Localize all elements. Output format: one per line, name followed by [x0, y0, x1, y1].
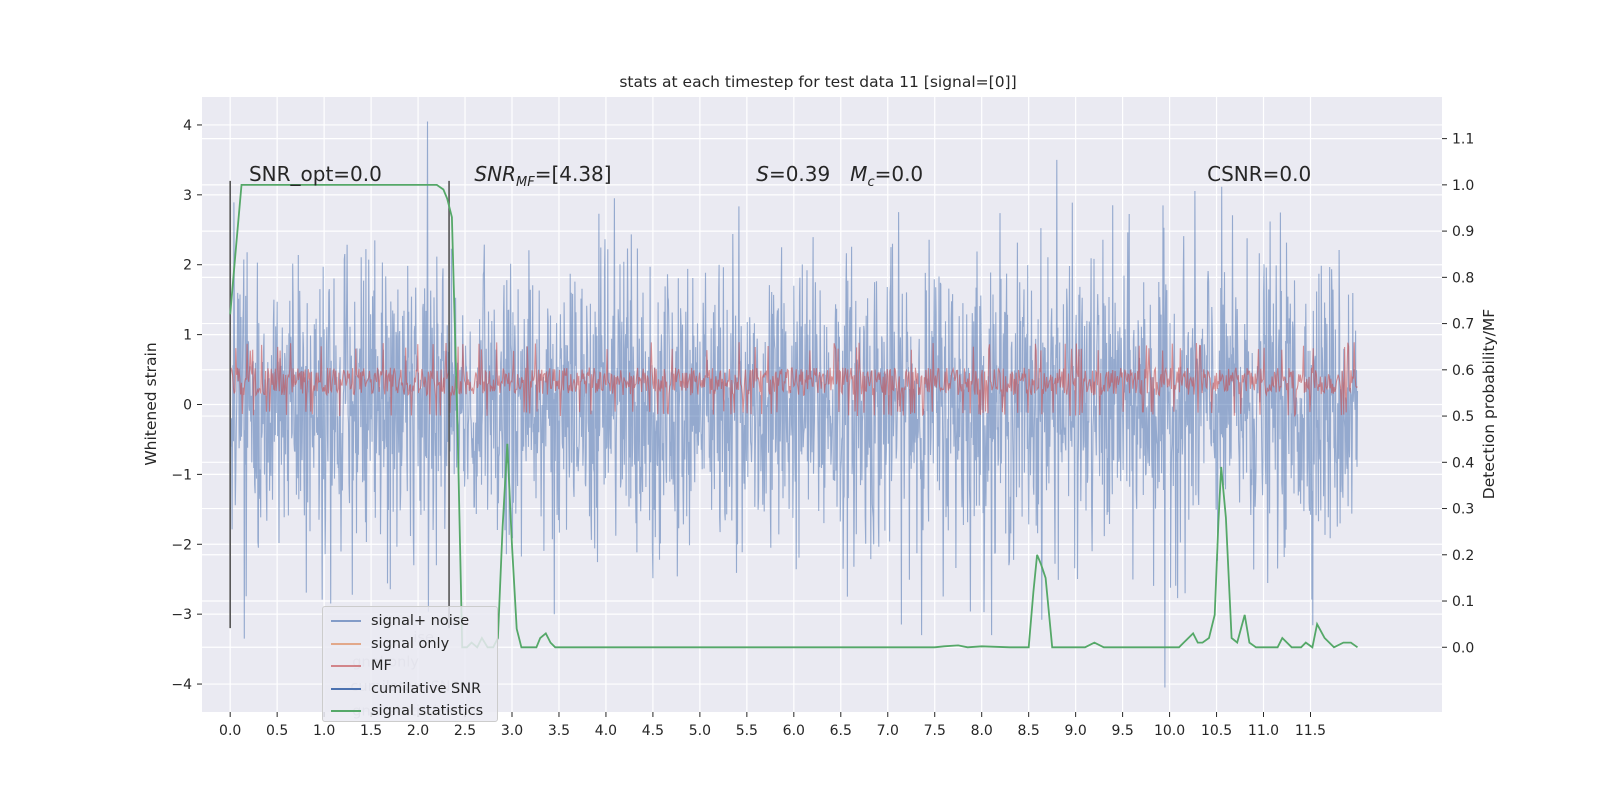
x-tick-label: 8.5: [1018, 723, 1040, 739]
y2-tick-label: 0.6: [1452, 363, 1474, 379]
y-axis-ticks: −4 −3 −2 −1 0 1 2 3 4: [171, 118, 202, 693]
x-tick-label: 2.5: [454, 723, 476, 739]
y-tick-label: 3: [183, 188, 192, 204]
y2-tick-label: 0.2: [1452, 548, 1474, 564]
annotation-0: SNR_opt=0.0: [249, 162, 382, 186]
x-tick-label: 0.0: [219, 723, 241, 739]
annotation-3: Mc=0.0: [850, 162, 923, 190]
x-tick-label: 1.0: [313, 723, 335, 739]
x-tick-label: 1.5: [360, 723, 382, 739]
chart-title: stats at each timestep for test data 11 …: [619, 73, 1016, 91]
y2-axis-ticks: 0.0 0.1 0.2 0.3 0.4 0.5 0.6 0.7 0.8 0.9 1.0 1.1: [1442, 132, 1474, 656]
x-tick-label: 7.0: [877, 723, 899, 739]
x-tick-label: 0.5: [266, 723, 288, 739]
x-tick-label: 11.5: [1295, 723, 1326, 739]
legend-label: cumilative SNR: [371, 680, 482, 697]
y2-tick-label: 0.5: [1452, 409, 1474, 425]
legend-label: signal statistics: [371, 703, 484, 719]
legend-swatch: [331, 665, 361, 667]
y-tick-label: 4: [183, 118, 192, 134]
x-tick-label: 4.5: [642, 723, 664, 739]
annotation-2: S=0.39: [756, 162, 830, 186]
annotations: SNR_opt=0.0 SNRMF=[4.38] S=0.39 Mc=0.0 CSNR=…: [249, 162, 1311, 190]
y-tick-label: −4: [171, 677, 192, 693]
legend-swatch: [331, 620, 361, 622]
x-tick-label: 3.0: [501, 723, 523, 739]
legend-swatch: [331, 687, 361, 690]
y2-tick-label: 0.3: [1452, 502, 1474, 518]
y-tick-label: −1: [171, 467, 192, 483]
grid: [202, 97, 1442, 712]
legend-swatch: [331, 710, 361, 712]
series-mf: [229, 342, 1358, 418]
x-tick-label: 5.5: [736, 723, 758, 739]
x-tick-label: 4.0: [595, 723, 617, 739]
x-tick-label: 10.0: [1154, 723, 1185, 739]
y2-tick-label: 0.9: [1452, 224, 1474, 240]
annotation-4: CSNR=0.0: [1207, 162, 1311, 186]
annotation-1: SNRMF=[4.38]: [474, 162, 611, 190]
x-tick-label: 6.0: [783, 723, 805, 739]
legend: signal+ noise signal only MF cumilative SNR…: [322, 606, 498, 722]
x-tick-label: 7.5: [924, 723, 946, 739]
x-tick-label: 10.5: [1201, 723, 1232, 739]
y2-tick-label: 0.1: [1452, 594, 1474, 610]
x-tick-label: 5.0: [689, 723, 711, 739]
y-tick-label: 0: [183, 398, 192, 414]
vertical-markers: [229, 180, 450, 629]
legend-label: signal+ noise: [371, 613, 470, 629]
y2-tick-label: 0.4: [1452, 455, 1474, 471]
legend-label: signal only: [371, 635, 450, 652]
y-tick-label: −3: [171, 607, 192, 623]
x-axis-ticks: 0.0 0.5 1.0 1.5 2.0 2.5 3.0 3.5 4.0 4.5 5.0 5.5 6.0 6…: [219, 712, 1326, 739]
y2-tick-label: 0.8: [1452, 270, 1474, 286]
y-axis-label: Whitened strain: [142, 342, 160, 465]
legend-label: MF: [371, 658, 392, 674]
x-tick-label: 8.0: [971, 723, 993, 739]
y-tick-label: −2: [171, 537, 192, 553]
y-tick-label: 1: [183, 328, 192, 344]
y2-tick-label: 1.1: [1452, 132, 1474, 148]
x-tick-label: 9.5: [1111, 723, 1133, 739]
x-tick-label: 9.0: [1065, 723, 1087, 739]
mf-line: [229, 342, 1358, 418]
x-tick-label: 6.5: [830, 723, 852, 739]
x-tick-label: 3.5: [548, 723, 570, 739]
y-tick-label: 2: [183, 258, 192, 274]
y2-tick-label: 0.7: [1452, 317, 1474, 333]
y2-axis-label: Detection probability/MF: [1480, 309, 1498, 500]
legend-swatch: [331, 642, 361, 645]
y2-tick-label: 0.0: [1452, 640, 1474, 656]
signal-noise-line: [229, 121, 1359, 688]
x-tick-label: 2.0: [407, 723, 429, 739]
series-signal-noise: [229, 121, 1359, 688]
x-tick-label: 11.0: [1248, 723, 1279, 739]
y2-tick-label: 1.0: [1452, 178, 1474, 194]
